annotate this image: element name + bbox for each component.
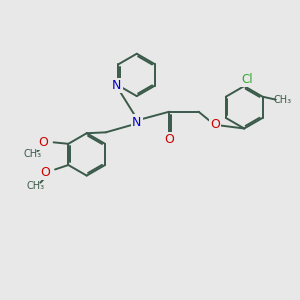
Text: N: N: [112, 79, 122, 92]
Text: Cl: Cl: [242, 73, 253, 86]
Text: O: O: [40, 166, 50, 179]
Text: O: O: [38, 136, 48, 149]
Text: CH₃: CH₃: [273, 94, 291, 105]
Text: N: N: [132, 116, 141, 128]
Text: CH₃: CH₃: [27, 181, 45, 190]
Text: O: O: [164, 134, 174, 146]
Text: CH₃: CH₃: [24, 148, 42, 158]
Text: O: O: [210, 118, 220, 131]
